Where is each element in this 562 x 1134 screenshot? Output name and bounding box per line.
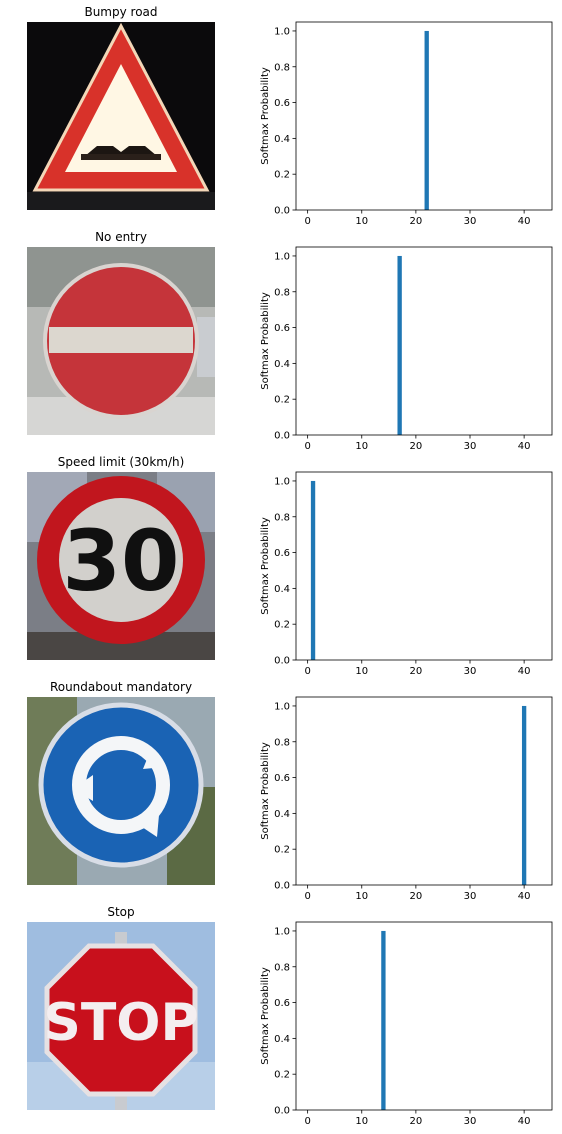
y-axis-label: Softmax Probability: [260, 967, 271, 1065]
x-tick-label-0: 0: [304, 666, 310, 677]
y-tick-label-5: 1.0: [274, 701, 290, 712]
panel-title-roundabout-mandatory: Roundabout mandatory: [49, 680, 193, 694]
y-tick-label-4: 0.8: [274, 962, 290, 973]
panel-title-stop: Stop: [107, 905, 135, 919]
y-tick-label-0: 0.0: [274, 881, 290, 892]
y-tick-label-2: 0.4: [274, 809, 290, 820]
bar-class-14: [381, 930, 386, 1110]
chart-frame-4: [295, 696, 553, 886]
bar-class-40: [521, 705, 527, 885]
stop-sign-text: STOP: [43, 993, 198, 1053]
y-tick-label-1: 0.2: [274, 1070, 290, 1081]
y-tick-label-5: 1.0: [274, 26, 290, 37]
x-tick-label-0: 0: [304, 441, 310, 452]
x-tick-label-30: 30: [464, 216, 477, 227]
y-tick-label-1: 0.2: [274, 620, 290, 631]
y-tick-label-1: 0.2: [274, 845, 290, 856]
chart-frame-3: [295, 471, 553, 661]
panel-title-no-entry: No entry: [95, 230, 147, 244]
y-tick-label-3: 0.6: [274, 98, 290, 109]
x-tick-label-10: 10: [355, 891, 368, 902]
x-tick-label-0: 0: [304, 216, 310, 227]
y-tick-label-5: 1.0: [274, 476, 290, 487]
x-tick-label-40: 40: [518, 216, 531, 227]
x-tick-label-20: 20: [410, 891, 423, 902]
sign-30-text: 30: [63, 512, 180, 610]
y-axis-label: Softmax Probability: [260, 67, 271, 165]
y-tick-label-0: 0.0: [274, 656, 290, 667]
y-tick-label-0: 0.0: [274, 431, 290, 442]
x-tick-label-10: 10: [355, 216, 368, 227]
y-tick-label-0: 0.0: [274, 1106, 290, 1117]
x-tick-label-0: 0: [304, 1116, 310, 1127]
panel-title-speed-limit-30: Speed limit (30km/h): [57, 455, 185, 469]
x-tick-label-40: 40: [518, 666, 531, 677]
y-axis-label: Softmax Probability: [260, 517, 271, 615]
y-tick-label-4: 0.8: [274, 62, 290, 73]
bar-class-22: [424, 30, 429, 211]
x-tick-label-20: 20: [410, 216, 423, 227]
x-tick-label-20: 20: [410, 1116, 423, 1127]
bar-class-17: [397, 255, 402, 435]
y-tick-label-2: 0.4: [274, 359, 290, 370]
bumpy-road-sign-image: [27, 22, 215, 210]
x-tick-label-30: 30: [464, 891, 477, 902]
chart-frame-5: [295, 921, 553, 1111]
y-tick-label-1: 0.2: [274, 170, 290, 181]
x-tick-label-30: 30: [464, 1116, 477, 1127]
y-tick-label-5: 1.0: [274, 251, 290, 262]
no-entry-sign-image: [27, 247, 215, 435]
x-tick-label-10: 10: [355, 666, 368, 677]
panel-title-bumpy-road: Bumpy road: [84, 5, 158, 19]
x-tick-label-10: 10: [355, 1116, 368, 1127]
y-tick-label-5: 1.0: [274, 926, 290, 937]
y-tick-label-2: 0.4: [274, 584, 290, 595]
x-tick-label-30: 30: [464, 666, 477, 677]
x-tick-label-10: 10: [355, 441, 368, 452]
y-tick-label-3: 0.6: [274, 548, 290, 559]
y-tick-label-4: 0.8: [274, 512, 290, 523]
y-tick-label-4: 0.8: [274, 737, 290, 748]
y-tick-label-0: 0.0: [274, 206, 290, 217]
x-tick-label-20: 20: [410, 441, 423, 452]
x-tick-label-40: 40: [518, 441, 531, 452]
chart-frame-1: [295, 21, 553, 211]
y-tick-label-3: 0.6: [274, 998, 290, 1009]
y-tick-label-4: 0.8: [274, 287, 290, 298]
y-tick-label-3: 0.6: [274, 773, 290, 784]
y-axis-label: Softmax Probability: [260, 742, 271, 840]
stop-sign-image: STOP: [27, 922, 215, 1110]
y-axis-label: Softmax Probability: [260, 292, 271, 390]
y-tick-label-2: 0.4: [274, 134, 290, 145]
speed-limit-30-sign-image: 30: [27, 472, 215, 660]
x-tick-label-20: 20: [410, 666, 423, 677]
x-tick-label-0: 0: [304, 891, 310, 902]
x-tick-label-30: 30: [464, 441, 477, 452]
bar-class-1: [310, 480, 316, 660]
x-tick-label-40: 40: [518, 891, 531, 902]
x-tick-label-40: 40: [518, 1116, 531, 1127]
roundabout-mandatory-sign-image: [27, 697, 215, 885]
y-tick-label-2: 0.4: [274, 1034, 290, 1045]
chart-frame-2: [295, 246, 553, 436]
y-tick-label-1: 0.2: [274, 395, 290, 406]
y-tick-label-3: 0.6: [274, 323, 290, 334]
